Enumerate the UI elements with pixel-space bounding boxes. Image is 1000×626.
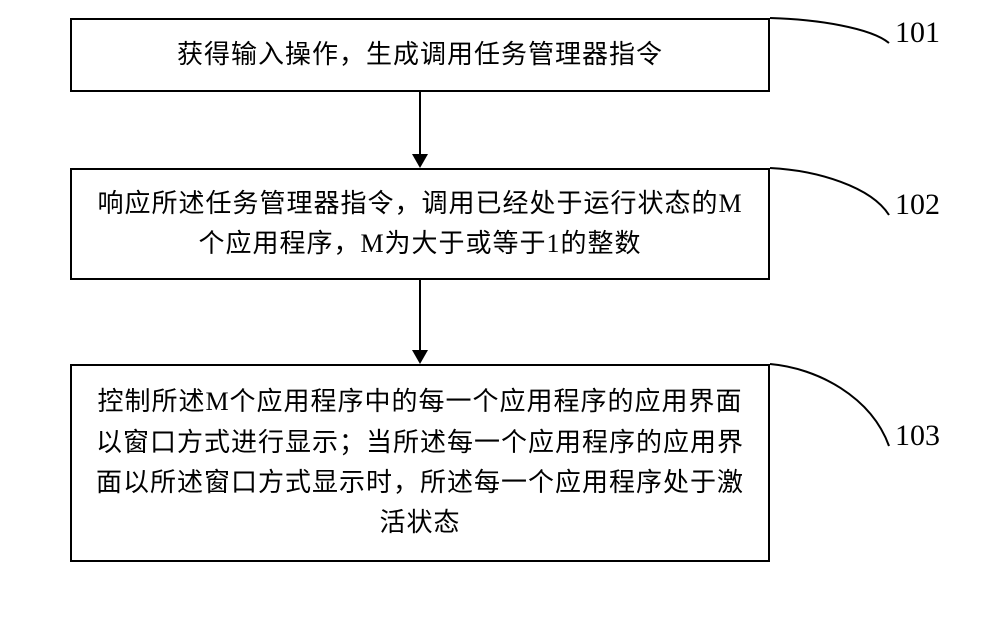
flow-node-102-leader bbox=[766, 164, 893, 219]
flow-node-103-text: 控制所述M个应用程序中的每一个应用程序的应用界面以窗口方式进行显示；当所述每一个… bbox=[84, 382, 756, 543]
flow-node-102-label: 102 bbox=[895, 188, 940, 222]
flow-node-101: 获得输入操作，生成调用任务管理器指令 bbox=[70, 18, 770, 92]
flow-node-101-text: 获得输入操作，生成调用任务管理器指令 bbox=[177, 35, 663, 75]
flow-node-103-leader bbox=[766, 360, 893, 450]
flowchart-canvas: 获得输入操作，生成调用任务管理器指令 101 响应所述任务管理器指令，调用已经处… bbox=[0, 0, 1000, 626]
flow-node-101-leader bbox=[766, 14, 893, 47]
flow-edge-1 bbox=[400, 280, 440, 364]
flow-node-103-label: 103 bbox=[895, 419, 940, 453]
flow-node-103: 控制所述M个应用程序中的每一个应用程序的应用界面以窗口方式进行显示；当所述每一个… bbox=[70, 364, 770, 562]
flow-edge-0 bbox=[400, 92, 440, 168]
flow-node-102-text: 响应所述任务管理器指令，调用已经处于运行状态的M个应用程序，M为大于或等于1的整… bbox=[84, 184, 756, 265]
flow-node-102: 响应所述任务管理器指令，调用已经处于运行状态的M个应用程序，M为大于或等于1的整… bbox=[70, 168, 770, 280]
flow-node-101-label: 101 bbox=[895, 16, 940, 50]
